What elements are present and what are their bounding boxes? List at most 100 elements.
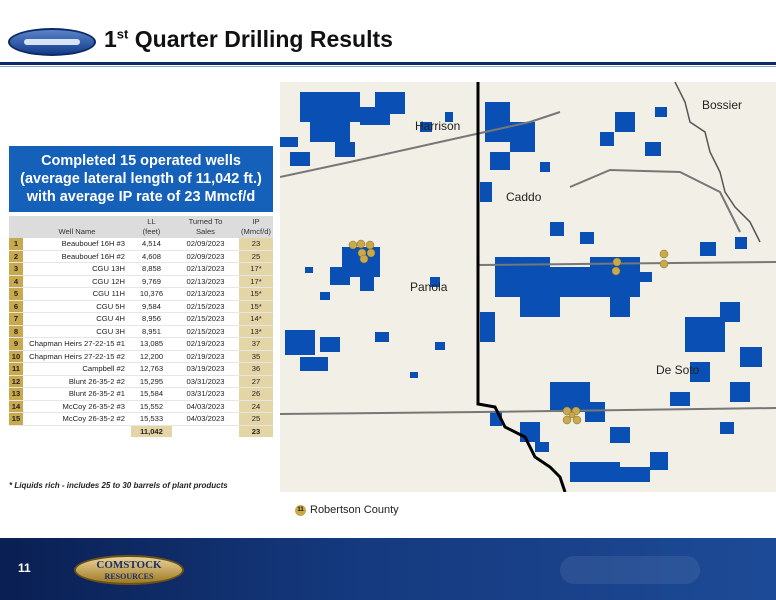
ip-rate-cell: 27 — [239, 375, 273, 388]
totals-row: 11,042 23 — [9, 425, 273, 437]
well-name-cell: CGU 11H — [23, 287, 131, 301]
label-bossier: Bossier — [702, 98, 743, 112]
sales-date-cell: 02/15/2023 — [171, 300, 239, 313]
lateral-length-cell: 9,769 — [131, 275, 172, 288]
well-name-cell: McCoy 26-35-2 #2 — [23, 412, 131, 426]
well-name-cell: Blunt 26-35-2 #1 — [23, 387, 131, 401]
comstock-resources-logo: COMSTOCK RESOURCES — [74, 555, 184, 585]
summary-line-2: (average lateral length of 11,042 ft.) — [20, 171, 262, 187]
header-ll: LL (feet) — [131, 216, 172, 238]
row-number: 13 — [9, 387, 23, 401]
row-number: 12 — [9, 375, 23, 388]
row-number: 5 — [9, 287, 23, 301]
ip-rate-cell: 25 — [239, 412, 273, 426]
page-number: 11 — [18, 561, 31, 575]
sales-date-cell: 04/03/2023 — [171, 400, 239, 413]
label-desoto: De Soto — [656, 363, 700, 377]
well-name-cell: CGU 12H — [23, 275, 131, 288]
lateral-length-cell: 15,533 — [131, 412, 172, 426]
comstock-oval-logo-icon — [8, 28, 96, 56]
table-row: 13 Blunt 26-35-2 #1 15,584 03/31/2023 26 — [9, 387, 273, 401]
highways — [280, 111, 776, 415]
ip-rate-cell: 15* — [239, 287, 273, 301]
sales-date-cell: 02/15/2023 — [171, 325, 239, 338]
legend-label: Robertson County — [310, 504, 399, 516]
acreage-map-svg — [280, 82, 776, 492]
table-row: 1 Beaubouef 16H #3 4,514 02/09/2023 23 — [9, 238, 273, 251]
table-row: 5 CGU 11H 10,376 02/13/2023 15* — [9, 287, 273, 301]
well-marker-11 — [568, 411, 576, 419]
well-marker-8 — [359, 254, 369, 264]
header-ip: IP (Mmcf/d) — [239, 216, 273, 238]
logo-line-2: RESOURCES — [104, 572, 154, 581]
sales-date-cell: 03/31/2023 — [171, 375, 239, 388]
sales-date-cell: 02/19/2023 — [171, 337, 239, 351]
lateral-length-cell: 13,085 — [131, 337, 172, 351]
table-row: 10 Chapman Heirs 27-22-15 #2 12,200 02/19/2… — [9, 350, 273, 363]
ip-rate-cell: 24 — [239, 400, 273, 413]
table-row: 7 CGU 4H 8,956 02/15/2023 14* — [9, 312, 273, 326]
row-number: 8 — [9, 325, 23, 338]
lateral-length-cell: 4,514 — [131, 238, 172, 251]
sales-date-cell: 02/19/2023 — [171, 350, 239, 363]
lateral-length-cell: 8,858 — [131, 262, 172, 276]
table-row: 14 McCoy 26-35-2 #3 15,552 04/03/2023 24 — [9, 400, 273, 413]
table-row: 9 Chapman Heirs 27-22-15 #1 13,085 02/19/20… — [9, 337, 273, 351]
well-marker-6 — [356, 239, 366, 249]
row-number: 11 — [9, 362, 23, 376]
slide-header: 1st Quarter Drilling Results — [0, 0, 776, 67]
sales-date-cell: 03/31/2023 — [171, 387, 239, 401]
label-caddo: Caddo — [506, 190, 542, 204]
label-harrison: Harrison — [415, 119, 461, 133]
ip-rate-cell: 37 — [239, 337, 273, 351]
state-line — [476, 82, 567, 492]
row-number: 6 — [9, 300, 23, 313]
table-row: 2 Beaubouef 16H #2 4,608 02/09/2023 25 — [9, 250, 273, 263]
lateral-length-cell: 8,951 — [131, 325, 172, 338]
ip-rate-cell: 26 — [239, 387, 273, 401]
well-name-cell: Beaubouef 16H #2 — [23, 250, 131, 263]
table-row: 3 CGU 13H 8,858 02/13/2023 17* — [9, 262, 273, 276]
logo-line-1: COMSTOCK — [96, 559, 162, 571]
well-name-cell: CGU 13H — [23, 262, 131, 276]
lateral-length-cell: 15,584 — [131, 387, 172, 401]
red-river — [674, 82, 761, 243]
legend-marker-icon: 11 — [295, 504, 306, 516]
well-name-cell: Chapman Heirs 27-22-15 #2 — [23, 350, 131, 363]
well-marker-13 — [562, 415, 572, 425]
sales-date-cell: 02/15/2023 — [171, 312, 239, 326]
table-row: 8 CGU 3H 8,951 02/15/2023 13* — [9, 325, 273, 338]
table-row: 15 McCoy 26-35-2 #2 15,533 04/03/2023 25 — [9, 412, 273, 426]
row-number: 3 — [9, 262, 23, 276]
well-name-cell: Blunt 26-35-2 #2 — [23, 375, 131, 388]
well-marker-1 — [659, 249, 669, 259]
total-ip: 23 — [239, 425, 273, 437]
well-name-cell: CGU 4H — [23, 312, 131, 326]
sales-date-cell: 03/19/2023 — [171, 362, 239, 376]
acreage-map: Harrison Bossier Caddo Panola De Soto — [280, 82, 776, 492]
row-number: 4 — [9, 275, 23, 288]
lateral-length-cell: 9,584 — [131, 300, 172, 313]
header-rule-thin — [0, 66, 776, 67]
well-name-cell: Beaubouef 16H #3 — [23, 238, 131, 251]
well-marker-10 — [611, 266, 621, 276]
total-lateral-length: 11,042 — [131, 425, 172, 437]
table-row: 11 Campbell #2 12,763 03/19/2023 36 — [9, 362, 273, 376]
header-sales: Turned To Sales — [171, 216, 239, 238]
well-marker-5 — [348, 240, 358, 250]
table-row: 4 CGU 12H 9,769 02/13/2023 17* — [9, 275, 273, 288]
well-name-cell: CGU 5H — [23, 300, 131, 313]
well-marker-2 — [659, 259, 669, 269]
ip-rate-cell: 35 — [239, 350, 273, 363]
lateral-length-cell: 15,295 — [131, 375, 172, 388]
summary-line-3: with average IP rate of 23 Mmcf/d — [26, 189, 256, 205]
ip-rate-cell: 13* — [239, 325, 273, 338]
sales-date-cell: 02/13/2023 — [171, 262, 239, 276]
footnote: * Liquids rich - includes 25 to 30 barre… — [9, 481, 228, 490]
header-num — [9, 216, 23, 238]
well-marker-14 — [562, 406, 572, 416]
well-name-cell: Chapman Heirs 27-22-15 #1 — [23, 337, 131, 351]
row-number: 15 — [9, 412, 23, 426]
row-number: 10 — [9, 350, 23, 363]
lateral-length-cell: 8,956 — [131, 312, 172, 326]
